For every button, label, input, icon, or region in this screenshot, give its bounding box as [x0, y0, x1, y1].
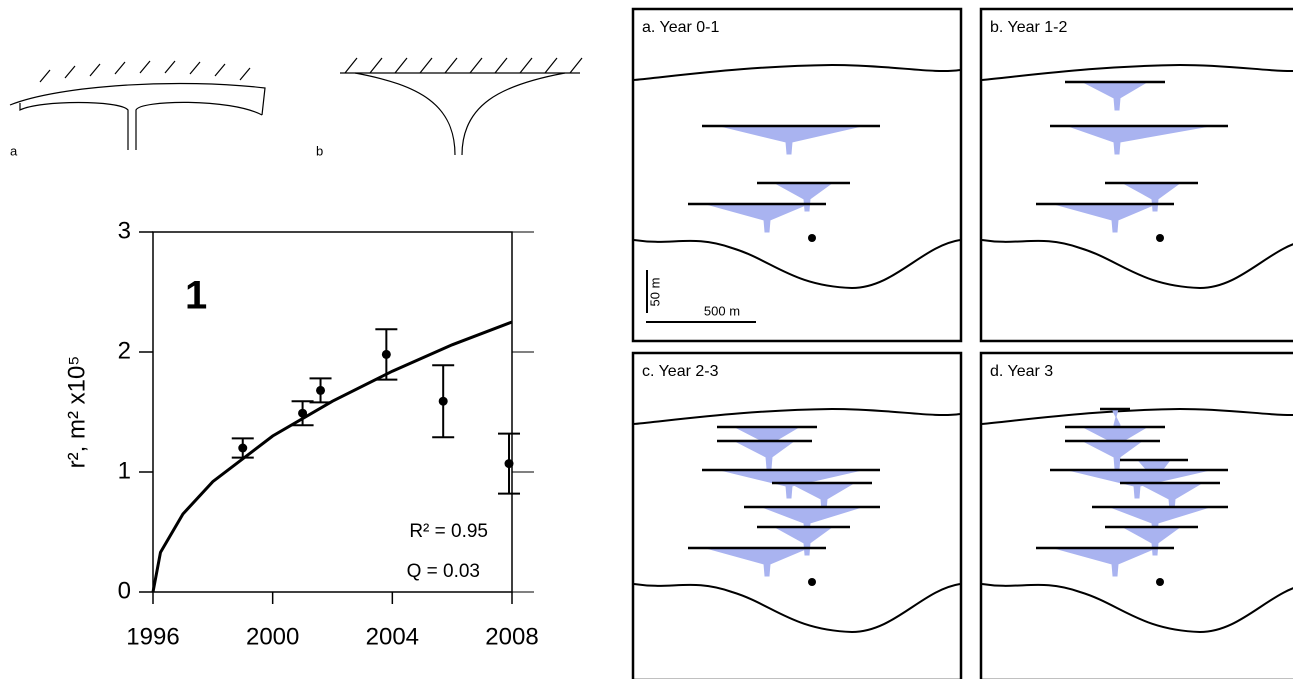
upper-shore: [981, 63, 1293, 81]
marker-dot: [808, 578, 816, 586]
y-tick-label: 0: [118, 577, 131, 604]
panel-frame: [979, 351, 1293, 679]
scale-label: 500 m: [704, 303, 740, 318]
blue-fan: [1082, 81, 1149, 111]
data-point: [381, 349, 391, 359]
panel-title: d. Year 3: [990, 363, 1053, 380]
panel-title: b. Year 1-2: [990, 19, 1068, 36]
upper-shore: [633, 407, 961, 425]
blue-fan: [1067, 125, 1211, 155]
panel-title: c. Year 2-3: [642, 363, 719, 380]
chart: 0 1 2 3 1996 2000 2004 2008 r², m² x10⁵ 1 R² = 0.9…: [63, 217, 538, 650]
x-tick-label: 2008: [485, 623, 538, 650]
map-panel: b. Year 1-2: [979, 7, 1293, 343]
panel-title: a. Year 0-1: [642, 19, 720, 36]
data-point: [504, 459, 514, 469]
blue-fan: [1053, 547, 1157, 577]
fit-curve: [151, 320, 513, 593]
marker-dot: [1156, 234, 1164, 242]
diagram-b: [340, 57, 583, 156]
scale-label: 50 m: [647, 278, 662, 307]
y-tick-label: 3: [118, 217, 131, 244]
upper-shore: [981, 407, 1293, 425]
lower-shore: [981, 239, 1293, 290]
map-panel: c. Year 2-3: [631, 351, 963, 679]
blue-fan: [705, 547, 809, 577]
diagram-a: [9, 60, 266, 150]
panel-frame: [631, 351, 963, 679]
lower-shore: [981, 583, 1293, 634]
data-point: [238, 443, 248, 453]
lower-shore: [633, 583, 961, 634]
x-tick-label: 2000: [246, 623, 299, 650]
annotation: R² = 0.95: [409, 521, 488, 542]
map-panel: a. Year 0-1 50 m 500 m: [631, 7, 963, 343]
blue-fan: [1082, 440, 1144, 470]
upper-shore: [633, 63, 961, 81]
map-panels: a. Year 0-1 50 m 500 m b. Year 1-2 c. Year 2…: [631, 7, 1293, 679]
plot-frame: [152, 231, 513, 593]
y-tick-label: 2: [118, 337, 131, 364]
marker-dot: [808, 234, 816, 242]
data-point: [298, 408, 308, 418]
y-tick-label: 1: [118, 457, 131, 484]
panel-frame: [631, 7, 963, 343]
panel-frame: [979, 7, 1293, 343]
data-point: [316, 385, 326, 395]
annotation: Q = 0.03: [407, 561, 480, 582]
blue-fan: [719, 125, 863, 155]
blue-fan: [734, 440, 796, 470]
blue-fan: [1053, 203, 1157, 233]
diagram-label: a: [10, 143, 18, 158]
panel-label: 1: [185, 274, 207, 318]
x-tick-label: 2004: [366, 623, 419, 650]
blue-fan: [705, 203, 809, 233]
lower-shore: [633, 239, 961, 290]
marker-dot: [1156, 578, 1164, 586]
map-panel: d. Year 3: [979, 351, 1293, 679]
data-point: [438, 396, 448, 406]
x-tick-label: 1996: [126, 623, 179, 650]
diagram-label: b: [316, 143, 323, 158]
y-axis-label: r², m² x10⁵: [63, 356, 90, 469]
